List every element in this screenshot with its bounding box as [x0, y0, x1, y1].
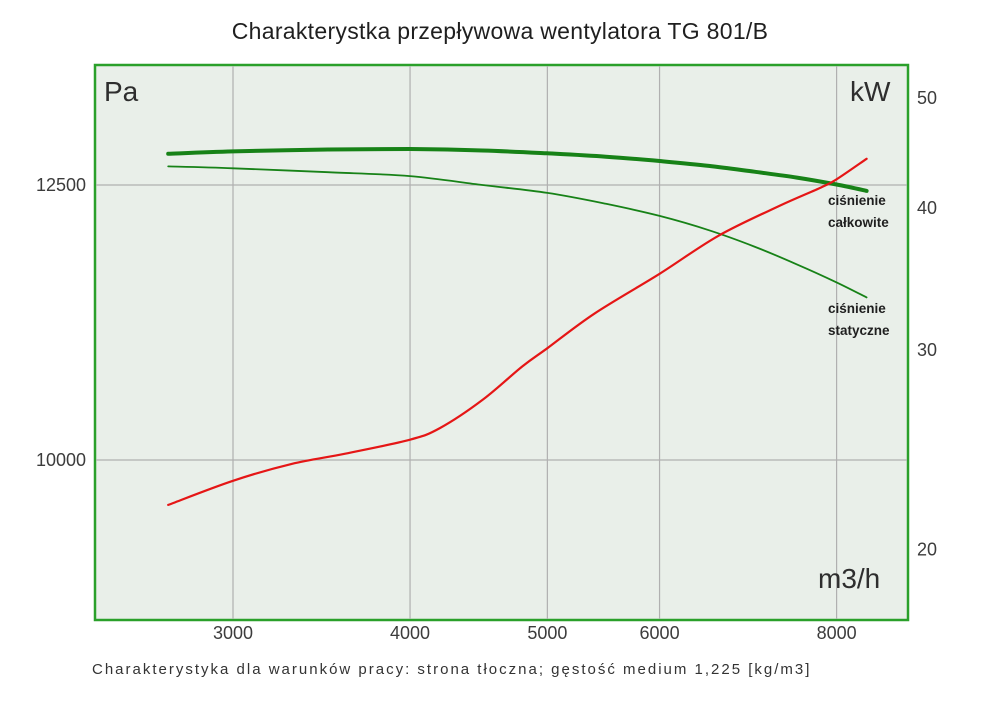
- x-tick-label: 4000: [390, 623, 430, 643]
- right-axis-tick-label: 50: [917, 88, 937, 108]
- x-tick-label: 6000: [640, 623, 680, 643]
- annotation-total-pressure-label: ciśnienie całkowite: [828, 193, 889, 230]
- x-axis-unit-label: m3/h: [818, 563, 881, 594]
- right-axis-tick-label: 30: [917, 340, 937, 360]
- x-tick-label: 8000: [817, 623, 857, 643]
- chart-title: Charakterystka przepływowa wentylatora T…: [231, 18, 769, 44]
- left-axis-unit-label: Pa: [104, 76, 139, 107]
- right-axis-tick-label: 20: [917, 540, 937, 560]
- series-line-cisnienie-statyczne: [167, 165, 868, 299]
- left-axis-tick-label: 10000: [36, 450, 86, 470]
- right-axis-unit-label: kW: [850, 76, 891, 107]
- x-tick-label: 3000: [213, 623, 253, 643]
- annotation-static-pressure-label: ciśnienie statyczne: [828, 301, 890, 338]
- x-tick-label: 5000: [527, 623, 567, 643]
- right-axis-tick-label: 40: [917, 198, 937, 218]
- left-axis-tick-label: 12500: [36, 175, 86, 195]
- series-line-power-kw: [167, 157, 868, 506]
- chart-caption: Charakterystyka dla warunków pracy: stro…: [92, 661, 812, 678]
- series-line-cisnienie-calkowite: [166, 146, 869, 193]
- plot-background: [93, 63, 910, 622]
